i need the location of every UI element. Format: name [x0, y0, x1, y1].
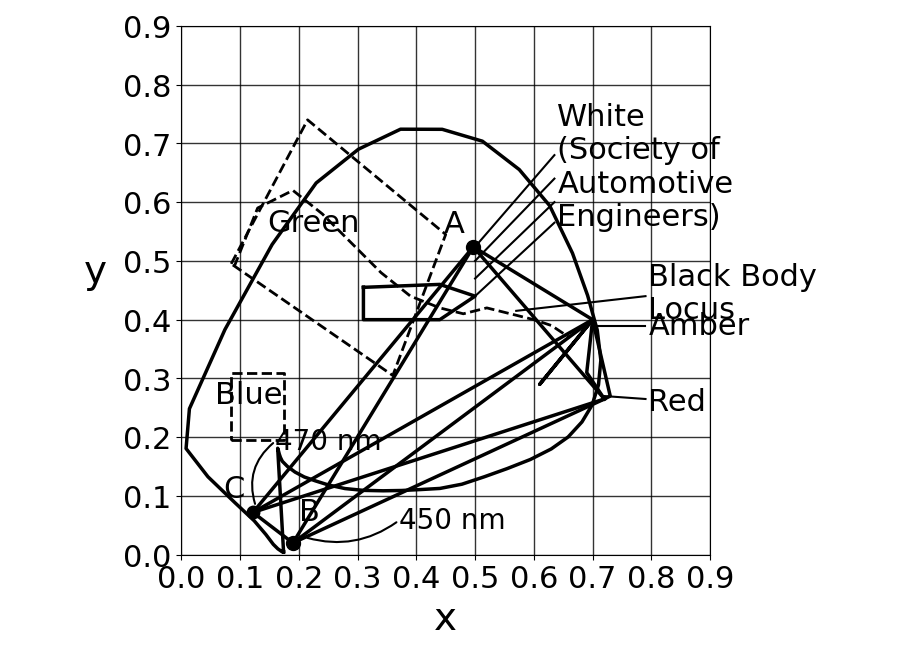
Text: Red: Red: [648, 388, 705, 417]
Text: Amber: Amber: [648, 312, 749, 340]
Text: Green: Green: [267, 209, 359, 237]
Text: A: A: [444, 210, 465, 239]
Y-axis label: y: y: [84, 253, 106, 291]
Text: Black Body
Locus: Black Body Locus: [648, 262, 816, 325]
X-axis label: x: x: [434, 599, 456, 637]
Text: Blue: Blue: [215, 381, 282, 409]
Text: White
(Society of
Automotive
Engineers): White (Society of Automotive Engineers): [557, 102, 732, 232]
Text: C: C: [223, 474, 244, 503]
Text: 470 nm: 470 nm: [275, 428, 382, 456]
Text: B: B: [299, 497, 319, 527]
Text: 450 nm: 450 nm: [399, 507, 505, 535]
